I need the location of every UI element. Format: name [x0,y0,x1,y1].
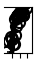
FancyBboxPatch shape [13,26,15,27]
FancyBboxPatch shape [24,9,26,10]
FancyBboxPatch shape [13,25,15,26]
FancyBboxPatch shape [15,21,17,22]
FancyBboxPatch shape [12,45,13,46]
FancyBboxPatch shape [17,18,19,19]
FancyBboxPatch shape [12,33,14,34]
FancyBboxPatch shape [18,16,20,17]
FancyBboxPatch shape [21,13,22,14]
FancyBboxPatch shape [22,11,24,12]
FancyBboxPatch shape [14,23,16,24]
FancyBboxPatch shape [12,38,13,39]
FancyBboxPatch shape [12,37,13,38]
FancyBboxPatch shape [12,42,13,43]
FancyBboxPatch shape [11,49,12,50]
FancyBboxPatch shape [12,30,14,31]
FancyBboxPatch shape [12,47,13,48]
FancyBboxPatch shape [12,40,13,41]
FancyBboxPatch shape [13,28,14,29]
FancyBboxPatch shape [12,35,13,36]
